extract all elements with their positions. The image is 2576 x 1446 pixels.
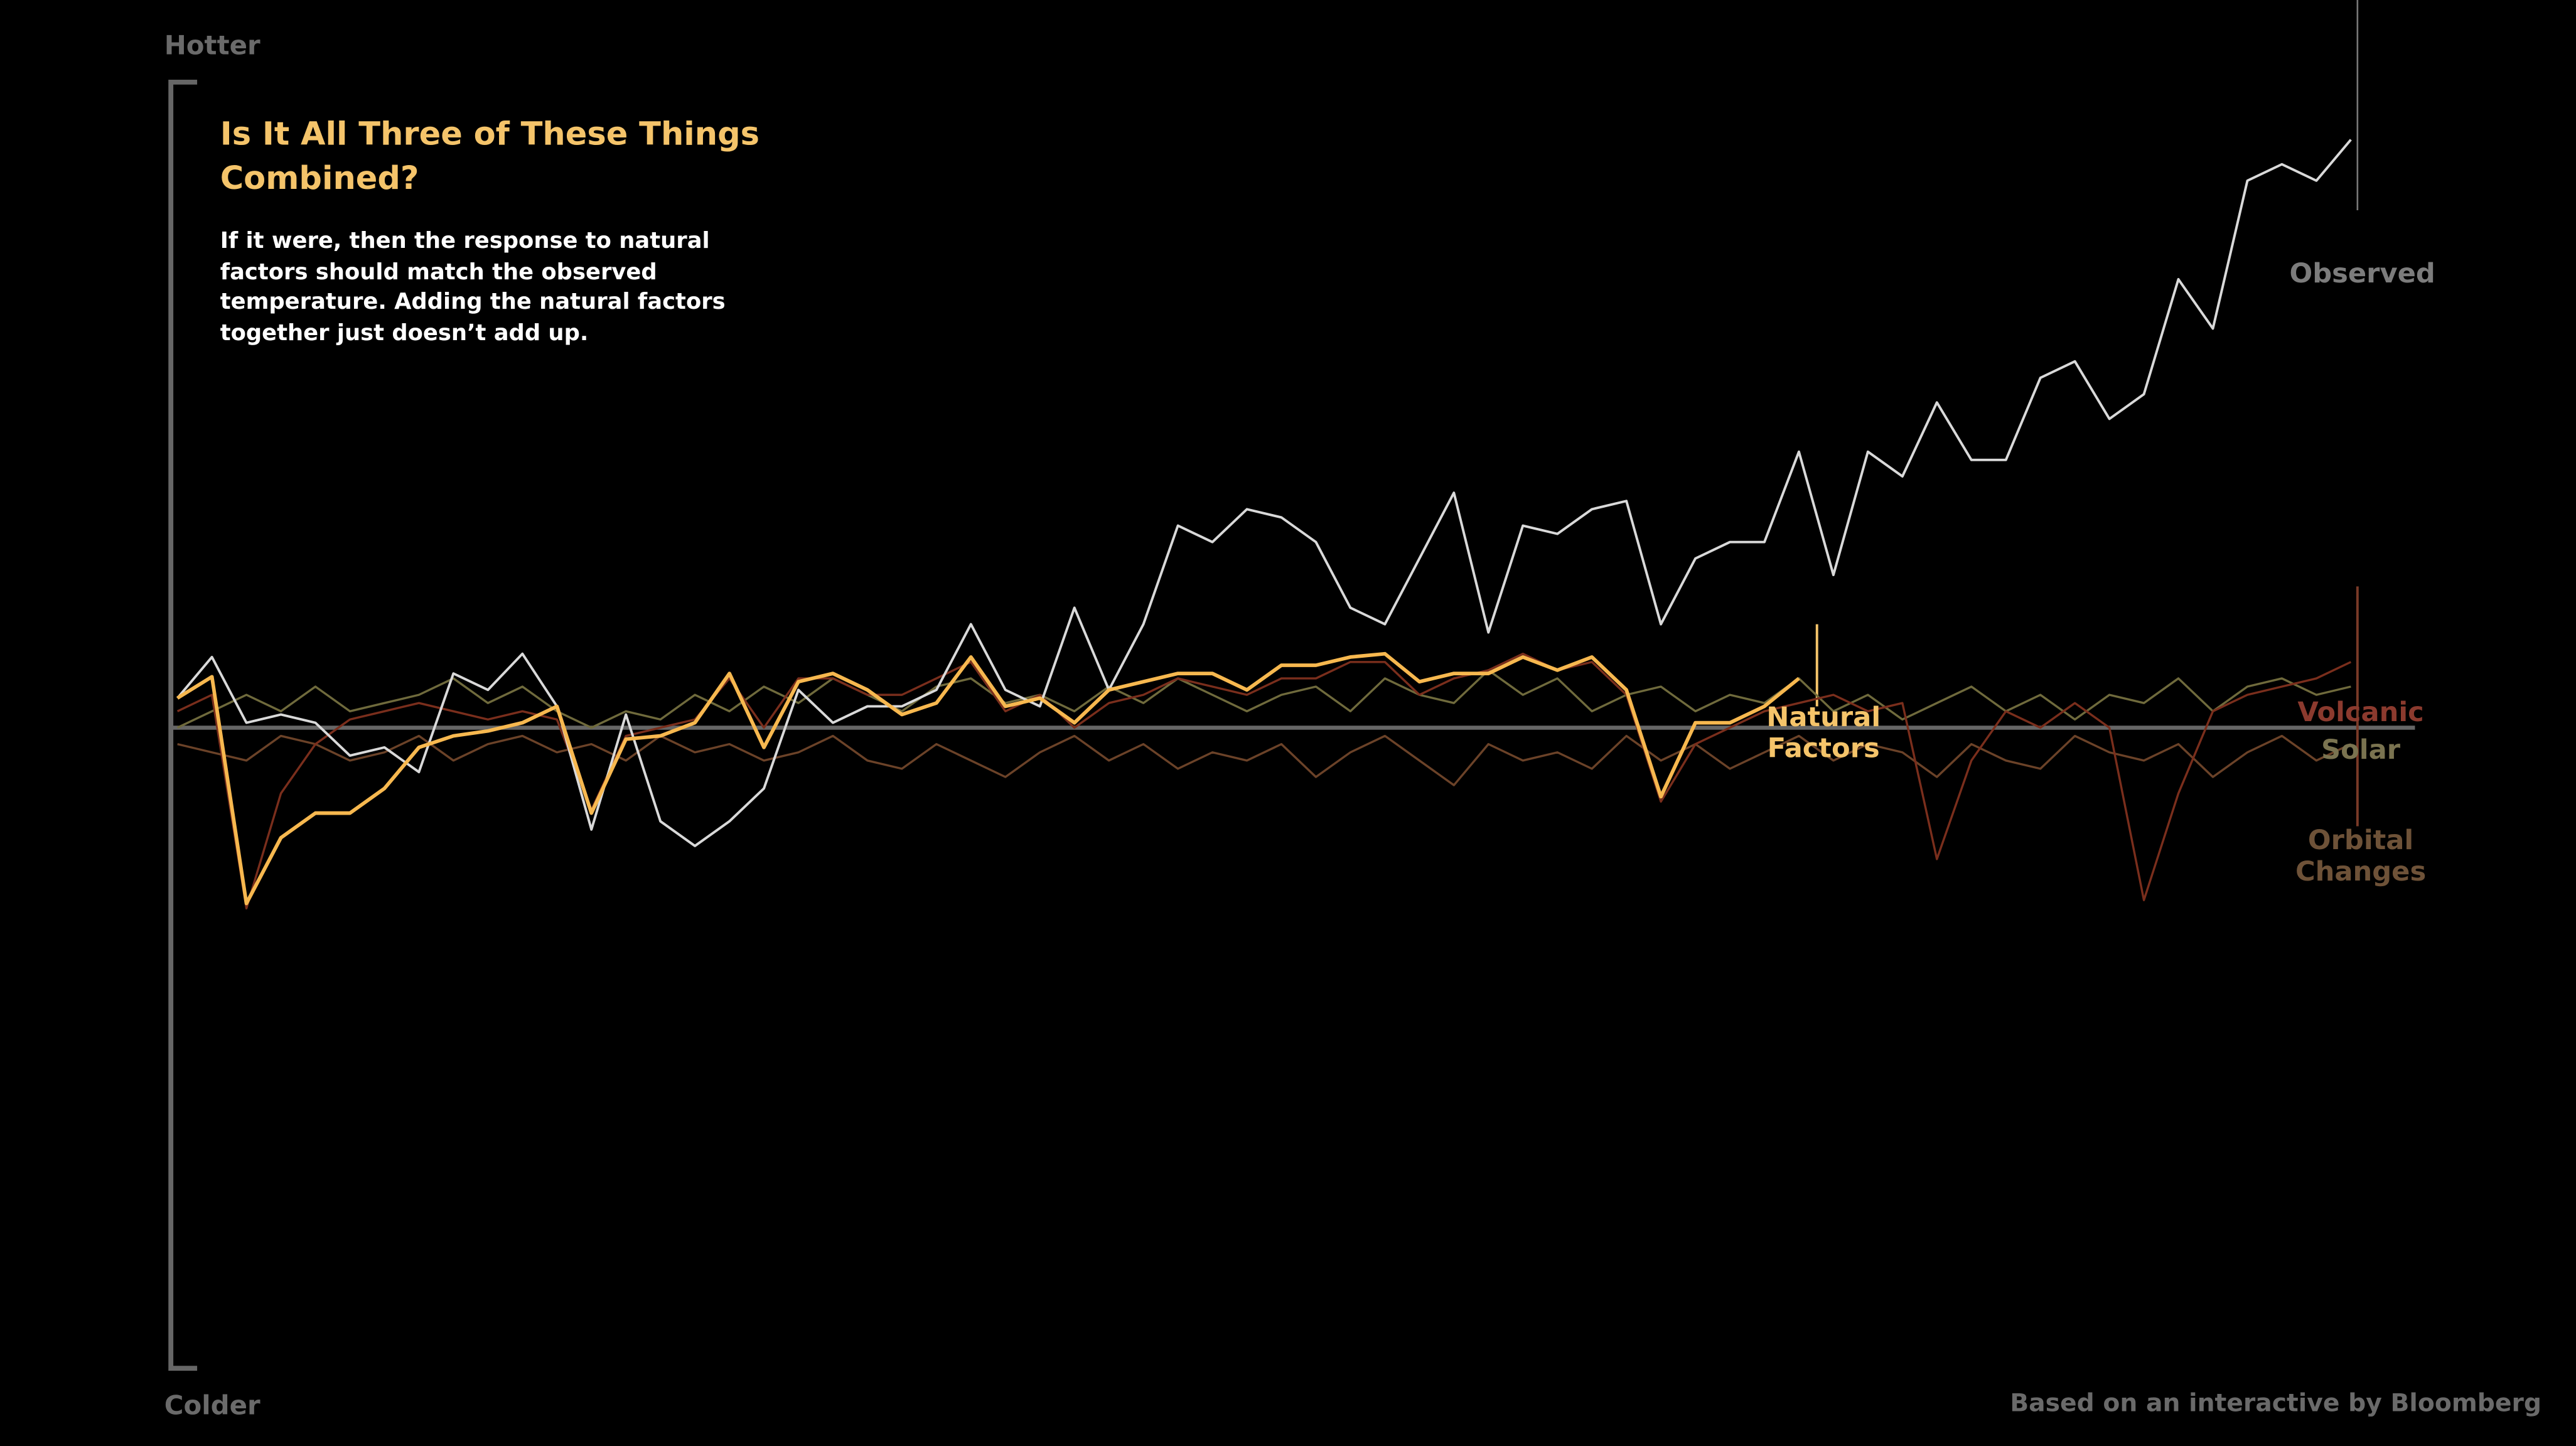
series-line [176,139,2352,847]
legend-label: Solar [2321,734,2401,766]
chart-title: Is It All Three of These Things Combined… [220,115,760,198]
source: Based on an interactive by Bloomberg [2010,1388,2541,1418]
y-top-label: Hotter [164,29,260,61]
series-line [176,652,2352,910]
chart-subtitle: If it were, then the response to natural… [220,228,726,346]
legend-label: Orbital Changes [2295,824,2427,887]
legend-label: Volcanic [2297,696,2424,728]
legend-label: Natural Factors [1766,701,1881,764]
lines [176,139,2352,910]
series-line [177,734,2352,786]
series-line [176,651,1800,906]
legend-label: Observed [2289,257,2435,289]
y-bottom-label: Colder [164,1390,260,1421]
series-line [176,669,2351,729]
y-bracket [168,79,198,1371]
